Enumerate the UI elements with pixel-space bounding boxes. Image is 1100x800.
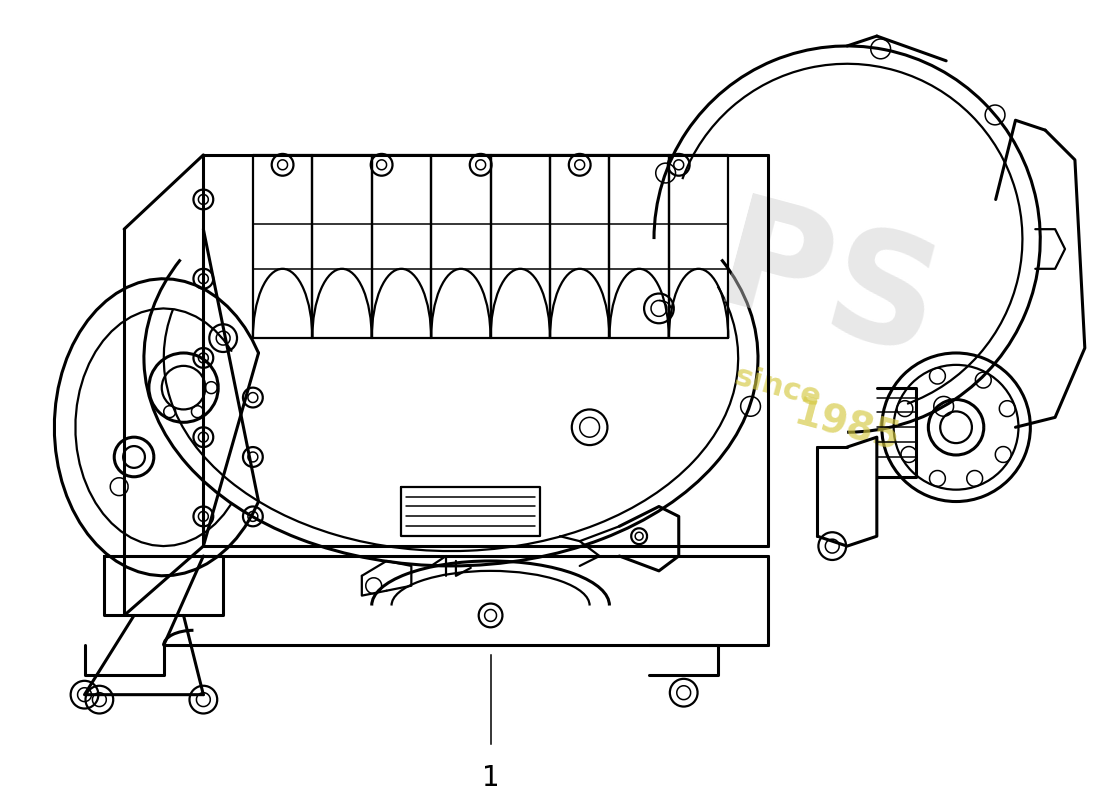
Text: PS: PS <box>701 188 954 390</box>
Text: 1: 1 <box>482 764 499 792</box>
Text: 1985: 1985 <box>790 395 904 460</box>
Text: since: since <box>732 362 825 413</box>
